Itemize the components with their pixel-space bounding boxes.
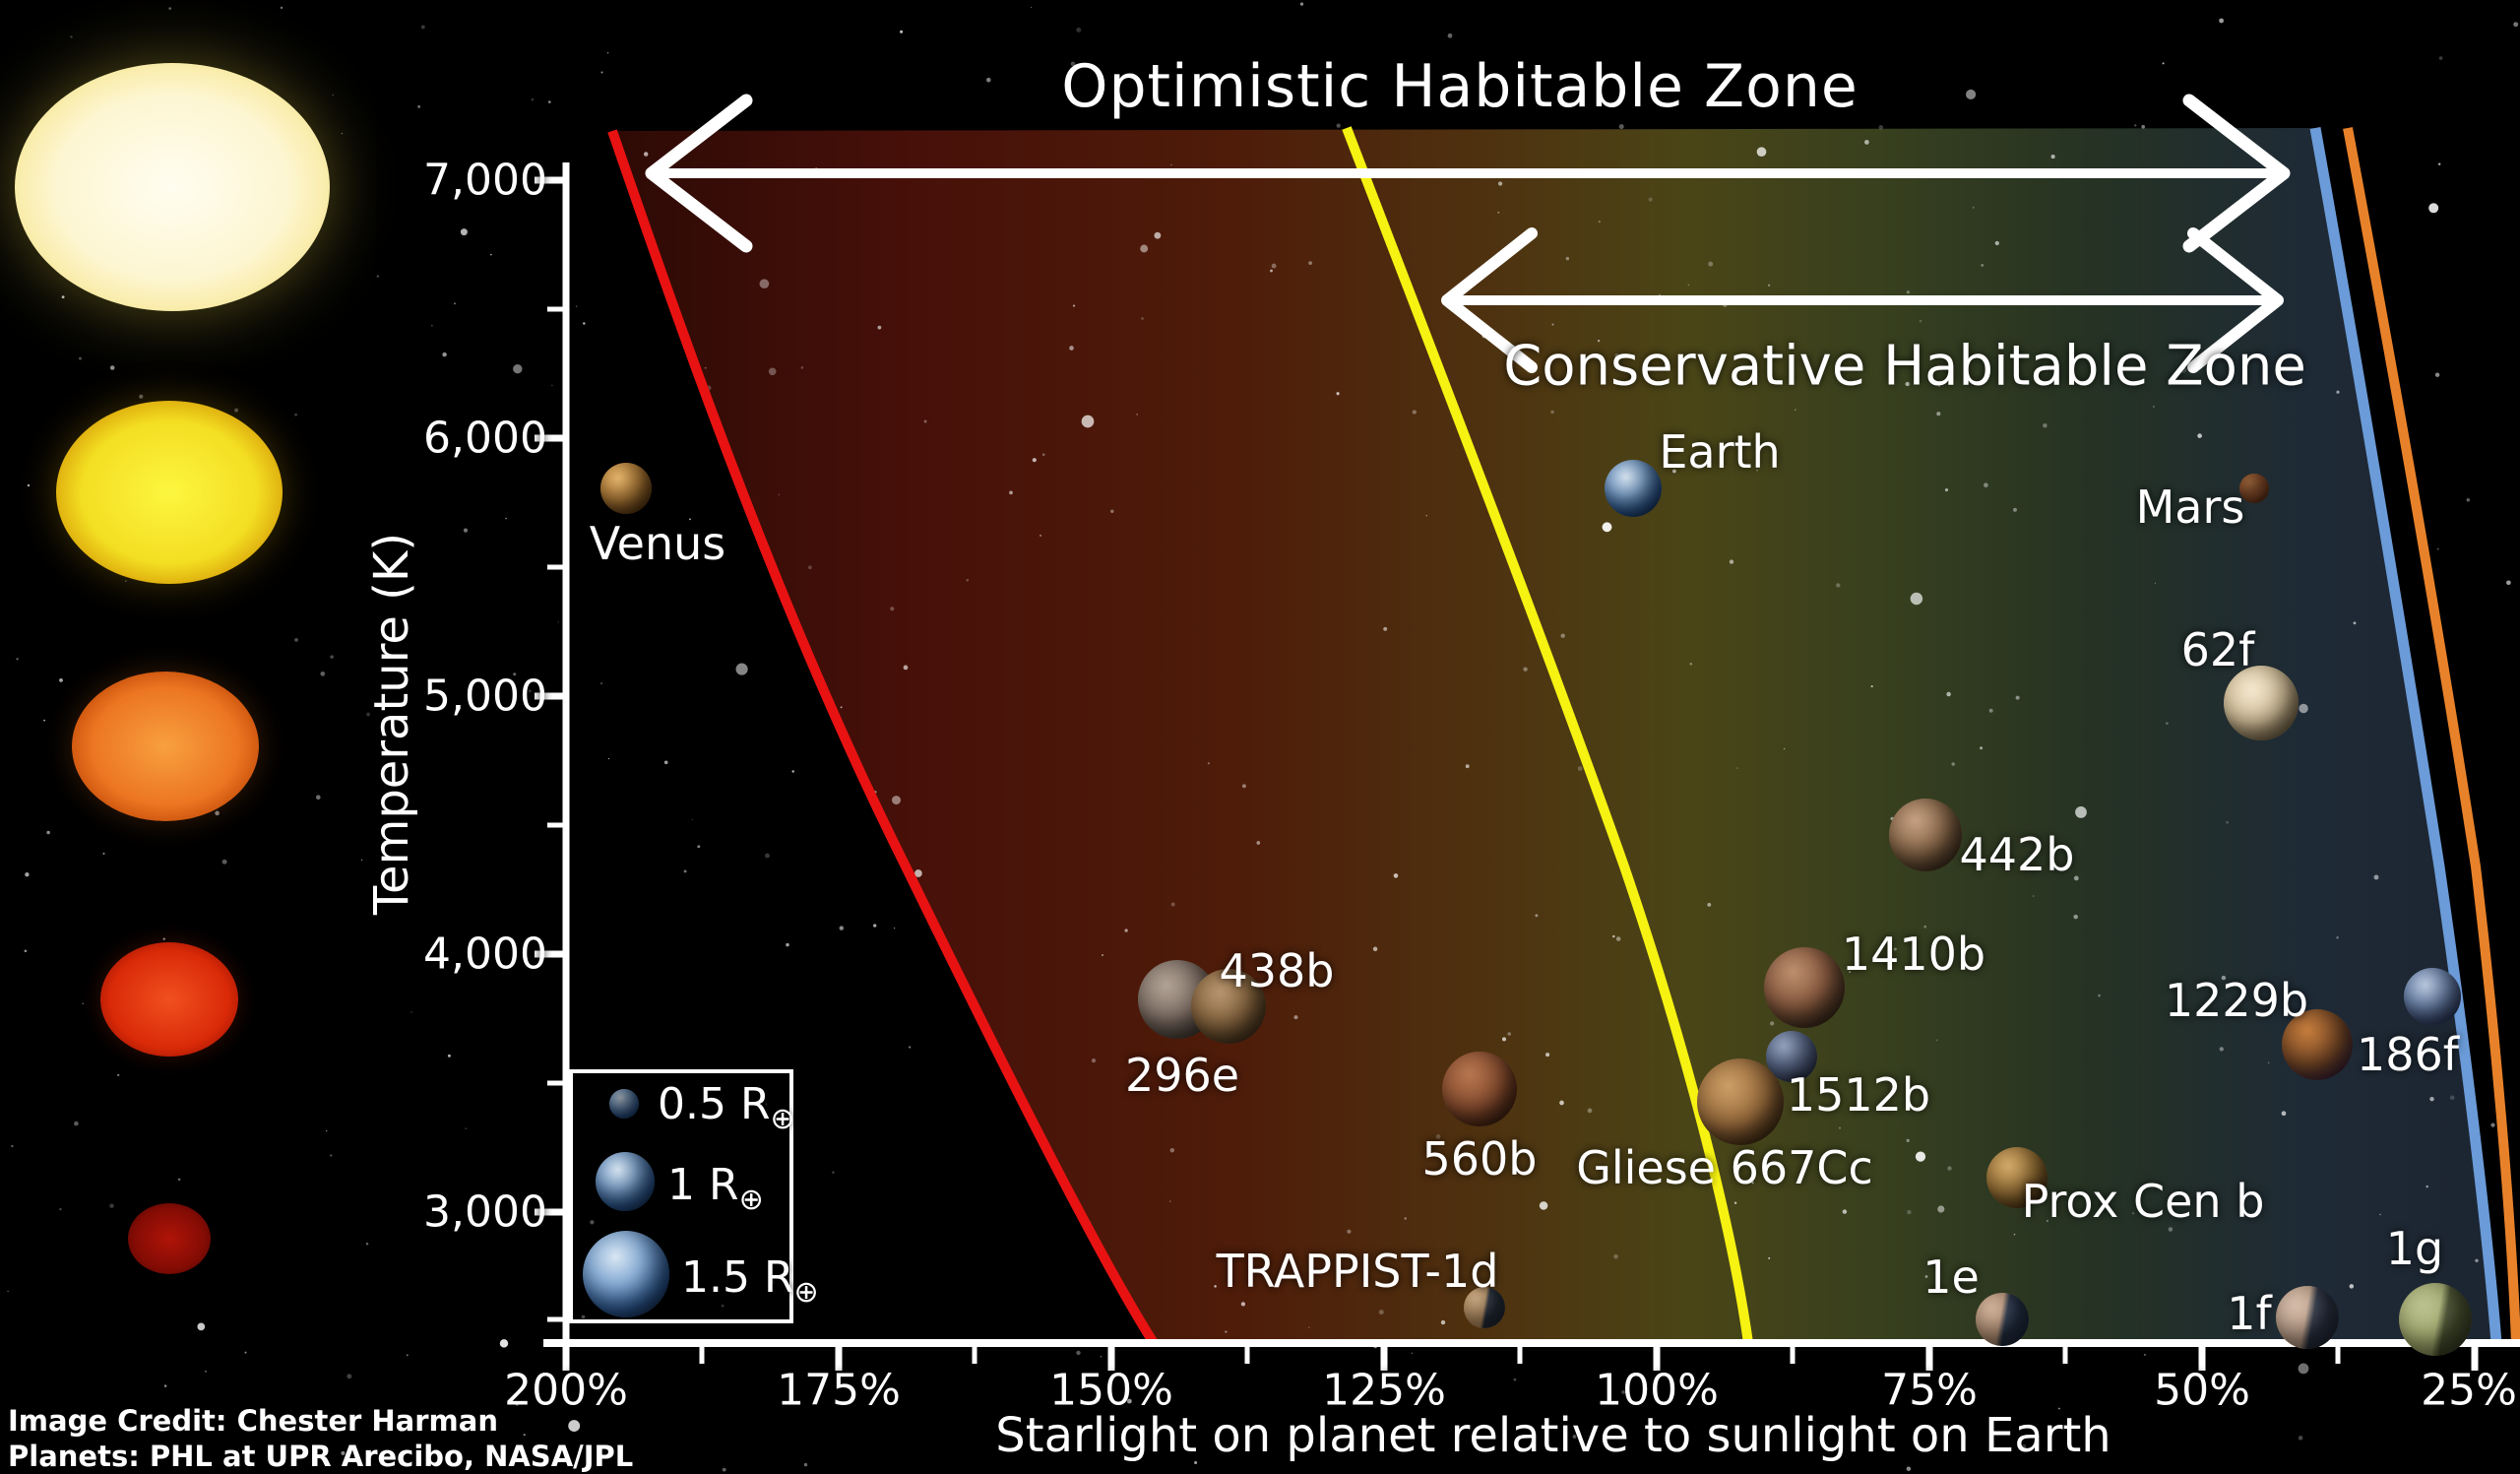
planet-gliese-667cc [1697,1058,1784,1145]
planet-kepler-442b [1889,799,1962,871]
y-tick-3000: 3,000 [423,1186,547,1238]
planet-mars [2239,474,2269,503]
optimistic-inner-boundary-line [607,129,1159,1346]
y-axis-title: Temperature (K) [364,532,419,916]
kepler-1512b-label: 1512b [1786,1068,1931,1122]
x-tick-100: 100% [1595,1365,1719,1416]
image-credit-line1: Image Credit: Chester Harman [8,1404,498,1438]
planet-earth [1605,460,1662,517]
planet-proxima-centauri-b [1986,1147,2048,1208]
planet-kepler-1410b [1764,947,1845,1028]
planet-kepler-62f [2224,666,2299,740]
conservative-inner-boundary-line [1342,126,1753,1344]
optimistic-zone-title: Optimistic Habitable Zone [1061,52,1858,121]
legend-label-0.5re: 0.5 R⊕ [658,1079,795,1136]
earth-label: Earth [1659,425,1781,479]
y-axis-ticks [535,176,566,1322]
y-tick-6000: 6,000 [423,413,547,464]
trappist-1f-label: 1f [2227,1287,2272,1340]
planet-venus [600,463,652,514]
y-tick-7000: 7,000 [423,155,547,206]
star-4000K-icon [100,942,238,1057]
kepler-186f-label: 186f [2357,1028,2459,1081]
conservative-zone-arrow [1441,227,2284,373]
proxima-centauri-b-label: Prox Cen b [2021,1175,2265,1228]
x-tick-200: 200% [504,1365,628,1416]
star-6000K-icon [56,401,283,584]
optimistic-outer-boundary-line [2343,127,2520,1344]
image-credit: Image Credit: Chester Harman Planets: PH… [8,1403,633,1474]
kepler-560b-label: 560b [1421,1132,1538,1186]
x-tick-150: 150% [1049,1365,1173,1416]
star-7000K-icon [15,63,330,311]
x-tick-125: 125% [1322,1365,1446,1416]
legend-planet-0.5re-icon [609,1089,639,1119]
x-tick-75: 75% [1881,1365,1978,1416]
x-axis-ticks [562,1343,2479,1371]
x-tick-25: 25% [2421,1365,2517,1416]
image-credit-line2: Planets: PHL at UPR Arecibo, NASA/JPL [8,1440,634,1473]
planet-trappist-1f [2276,1286,2339,1349]
planet-trappist-1g [2399,1283,2472,1356]
planet-trappist-1d [1464,1287,1505,1328]
star-5000K-icon [72,672,259,821]
y-tick-4000: 4,000 [423,929,547,980]
x-axis-title: Starlight on planet relative to sunlight… [995,1408,2111,1463]
y-tick-5000: 5,000 [423,671,547,722]
legend-planet-1re-icon [596,1152,655,1211]
kepler-1229b-label: 1229b [2164,974,2309,1027]
legend-planet-1.5re-icon [583,1231,669,1317]
star-3000K-icon [128,1203,211,1274]
planet-kepler-560b [1442,1052,1517,1126]
conservative-zone-title: Conservative Habitable Zone [1503,334,2306,399]
kepler-62f-label: 62f [2180,623,2255,676]
conservative-outer-boundary-line [2309,127,2502,1344]
legend-label-1re: 1 R⊕ [667,1160,764,1217]
trappist-1g-label: 1g [2385,1222,2444,1275]
planet-kepler-186f [2404,968,2461,1025]
kepler-1410b-label: 1410b [1841,928,1986,981]
legend-label-1.5re: 1.5 R⊕ [681,1252,819,1310]
kepler-296e-label: 296e [1124,1049,1240,1102]
planet-kepler-1229b [2282,1009,2353,1080]
gliese-667cc-label: Gliese 667Cc [1576,1141,1873,1194]
x-tick-50: 50% [2154,1365,2250,1416]
planet-kepler-1512b [1766,1031,1817,1082]
optimistic-zone-arrow [645,94,2291,253]
kepler-442b-label: 442b [1959,828,2075,881]
trappist-1d-label: TRAPPIST-1d [1216,1245,1499,1298]
mars-label: Mars [2135,481,2245,534]
trappist-1e-label: 1e [1922,1250,1980,1304]
planet-size-legend: 0.5 R⊕ 1 R⊕ 1.5 R⊕ [569,1069,819,1323]
planet-trappist-1e [1976,1293,2029,1346]
planet-kepler-438b [1191,969,1266,1044]
venus-label: Venus [589,517,726,570]
habitable-zone-region [612,128,2496,1343]
kepler-438b-label: 438b [1219,944,1335,997]
x-tick-175: 175% [777,1365,901,1416]
